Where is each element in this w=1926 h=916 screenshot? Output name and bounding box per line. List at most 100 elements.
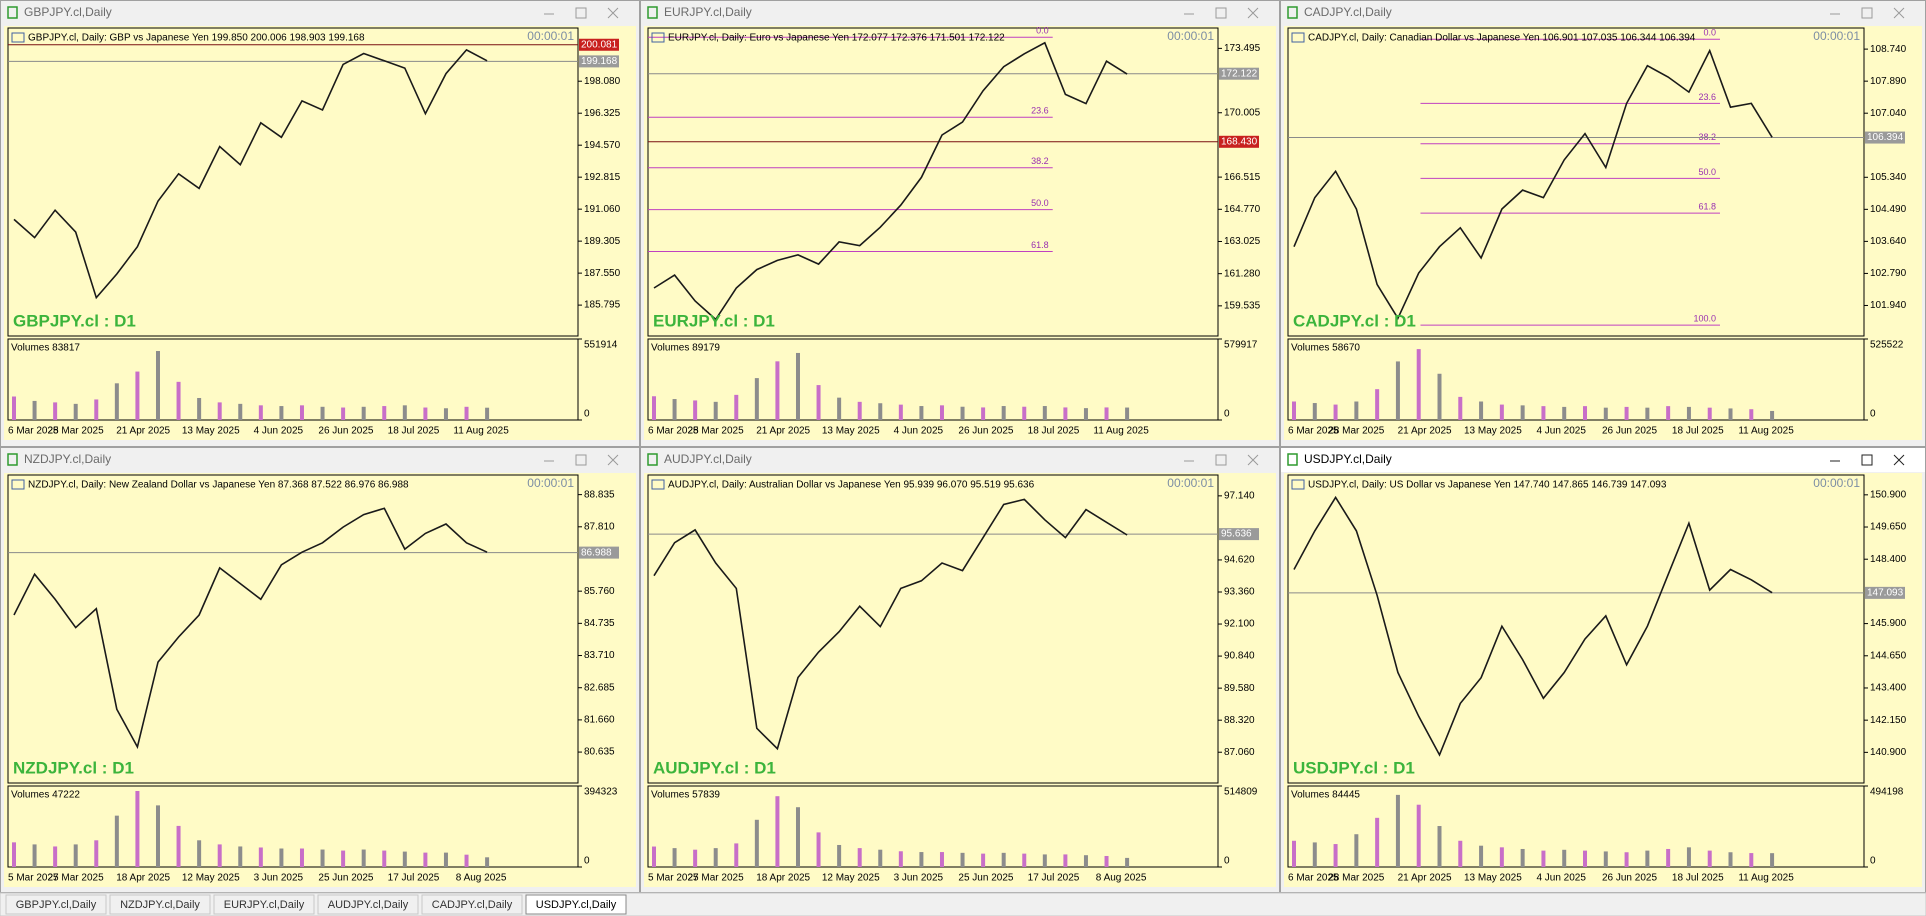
price-tag <box>579 38 619 51</box>
y-tick-label: 196.325 <box>584 108 621 119</box>
volume-bar <box>816 832 821 867</box>
tab[interactable] <box>5 894 107 915</box>
y-tick-label: 170.005 <box>1224 107 1261 118</box>
maximize-button[interactable] <box>575 454 587 466</box>
volume-bar <box>795 807 800 867</box>
date-label: 26 Jun 2025 <box>1602 426 1657 437</box>
tab[interactable] <box>109 894 211 915</box>
tab[interactable] <box>317 894 419 915</box>
close-button[interactable] <box>607 7 619 19</box>
maximize-button[interactable] <box>575 7 587 19</box>
chart-label: EURJPY.cl : D1 <box>653 311 775 330</box>
title-bar <box>1 448 639 472</box>
volume-bar <box>1375 817 1380 867</box>
volume-bar <box>320 406 325 420</box>
tab[interactable] <box>213 894 315 915</box>
volume-bar <box>217 844 222 867</box>
date-label: 21 Apr 2025 <box>1398 426 1452 437</box>
timer: 00:00:01 <box>1813 29 1860 43</box>
window-title: CADJPY.cl,Daily <box>1304 5 1392 19</box>
date-label: 21 Apr 2025 <box>116 426 170 437</box>
fibo-label: 61.8 <box>1031 240 1049 250</box>
volume-bar <box>1645 850 1650 867</box>
date-label: 6 Mar 2025 <box>1288 426 1339 437</box>
fibo-label: 23.6 <box>1031 106 1049 116</box>
volume-bar <box>1666 406 1671 420</box>
volume-bar <box>485 407 490 420</box>
timer: 00:00:01 <box>1167 476 1214 490</box>
date-label: 12 May 2025 <box>182 873 240 884</box>
maximize-button[interactable] <box>1861 7 1873 19</box>
tab[interactable] <box>421 894 523 915</box>
y-tick-label: 107.040 <box>1870 108 1907 119</box>
volume-bar <box>341 850 346 867</box>
date-label: 11 Aug 2025 <box>1738 873 1794 884</box>
fibo-label: 23.6 <box>1698 92 1716 102</box>
volume-pane <box>647 338 1219 421</box>
volume-bar <box>197 397 202 420</box>
volume-bar <box>402 851 407 867</box>
volume-bar <box>1499 847 1504 867</box>
close-button[interactable] <box>1893 454 1905 466</box>
volume-bar <box>1042 406 1047 420</box>
close-button[interactable] <box>1893 7 1905 19</box>
volume-bar <box>1375 389 1380 420</box>
volume-bar <box>1645 407 1650 420</box>
tab-label: CADJPY.cl,Daily <box>432 899 513 911</box>
fibo-label: 0.0 <box>1036 26 1049 36</box>
volume-bar <box>1458 396 1463 420</box>
volume-bar <box>816 385 821 420</box>
volume-bar <box>197 840 202 867</box>
window-title: NZDJPY.cl,Daily <box>24 452 111 466</box>
price-pane <box>1287 474 1865 784</box>
window-title: AUDJPY.cl,Daily <box>664 452 752 466</box>
date-label: 3 Jun 2025 <box>254 873 304 884</box>
y-tick-label: 142.150 <box>1870 715 1907 726</box>
volume-bar <box>176 381 181 420</box>
date-label: 28 Mar 2025 <box>48 426 105 437</box>
volume-label: Volumes 84445 <box>1291 790 1360 801</box>
tab[interactable] <box>525 894 627 915</box>
volume-bar <box>1728 852 1733 867</box>
volume-bar <box>734 843 739 867</box>
volume-bar <box>1603 407 1608 420</box>
date-label: 6 Mar 2025 <box>648 426 699 437</box>
date-label: 4 Jun 2025 <box>1536 873 1586 884</box>
y-tick-label: 173.495 <box>1224 43 1261 54</box>
timer: 00:00:01 <box>1813 476 1860 490</box>
date-label: 11 Aug 2025 <box>453 426 509 437</box>
date-label: 8 Aug 2025 <box>456 873 507 884</box>
y-tick-label: 149.650 <box>1870 522 1907 533</box>
volume-bar <box>114 815 119 867</box>
date-label: 26 Jun 2025 <box>1602 873 1657 884</box>
y-tick-label: 103.640 <box>1870 236 1907 247</box>
date-label: 4 Jun 2025 <box>254 426 304 437</box>
close-button[interactable] <box>607 454 619 466</box>
close-button[interactable] <box>1247 7 1259 19</box>
price-pane <box>1287 27 1865 337</box>
volume-bar <box>135 371 140 420</box>
volume-bar <box>939 405 944 420</box>
date-label: 13 May 2025 <box>1464 873 1522 884</box>
date-label: 21 Apr 2025 <box>756 426 810 437</box>
close-button[interactable] <box>1247 454 1259 466</box>
volume-bar <box>837 844 842 867</box>
volume-tick-label: 525522 <box>1870 340 1904 351</box>
volume-bar <box>1292 401 1296 420</box>
volume-bar <box>754 819 759 867</box>
volume-bar <box>1437 373 1442 420</box>
price-tag-label: 172.122 <box>1221 68 1258 79</box>
tab-label: USDJPY.cl,Daily <box>536 899 617 911</box>
volume-bar <box>1583 406 1588 420</box>
chart-background <box>4 26 636 440</box>
maximize-button[interactable] <box>1861 454 1873 466</box>
maximize-button[interactable] <box>1215 7 1227 19</box>
volume-bar <box>1479 401 1484 420</box>
chart-background <box>4 473 636 887</box>
fibo-label: 100.0 <box>1693 313 1716 323</box>
title-bar <box>1281 1 1925 25</box>
volume-tick-label: 0 <box>1870 856 1876 867</box>
maximize-button[interactable] <box>1215 454 1227 466</box>
price-tag <box>1219 528 1259 541</box>
date-label: 6 Mar 2025 <box>8 426 59 437</box>
